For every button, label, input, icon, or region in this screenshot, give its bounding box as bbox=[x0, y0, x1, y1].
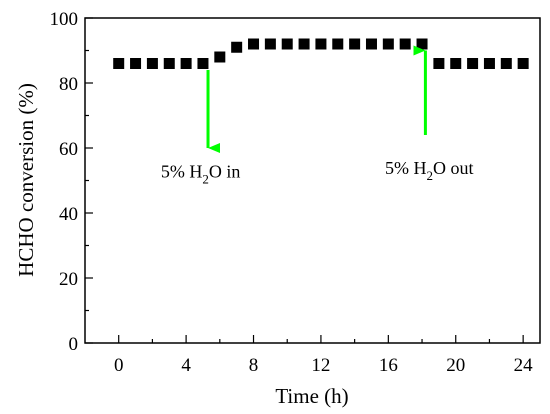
x-axis-title: Time (h) bbox=[275, 384, 348, 408]
data-point bbox=[180, 58, 192, 69]
data-point bbox=[332, 38, 344, 50]
data-point bbox=[433, 58, 445, 69]
data-point bbox=[130, 58, 142, 69]
data-points bbox=[113, 38, 529, 69]
data-point bbox=[349, 38, 361, 50]
y-tick-label: 20 bbox=[59, 269, 78, 290]
y-tick-label: 40 bbox=[59, 204, 78, 225]
data-point bbox=[281, 38, 293, 50]
data-point bbox=[365, 38, 377, 50]
data-point bbox=[399, 38, 411, 50]
x-tick-labels: 0 4 8 12 16 20 24 bbox=[114, 355, 533, 376]
data-point bbox=[214, 51, 226, 63]
data-point bbox=[298, 38, 310, 50]
x-tick-label: 20 bbox=[446, 355, 465, 376]
y-tick-label: 60 bbox=[59, 139, 78, 160]
x-tick-label: 0 bbox=[114, 355, 124, 376]
data-point bbox=[231, 41, 243, 53]
x-tick-label: 24 bbox=[514, 355, 534, 376]
x-tick-label: 12 bbox=[311, 355, 330, 376]
data-point bbox=[197, 58, 209, 69]
annotations: 5% H2O in 5% H2O out bbox=[161, 45, 474, 186]
x-tick-label: 8 bbox=[249, 355, 259, 376]
y-tick-label: 80 bbox=[59, 74, 78, 95]
tick-group bbox=[85, 17, 524, 344]
data-point bbox=[163, 58, 175, 69]
y-tick-label: 0 bbox=[69, 334, 79, 355]
annotation-label: 5% H2O in bbox=[161, 161, 241, 186]
x-tick-label: 4 bbox=[181, 355, 191, 376]
y-tick-labels: 0 20 40 60 80 100 bbox=[50, 9, 79, 355]
data-point bbox=[500, 58, 512, 69]
x-tick-label: 16 bbox=[379, 355, 398, 376]
data-point bbox=[416, 38, 428, 50]
data-point bbox=[146, 58, 158, 69]
data-point bbox=[517, 58, 529, 69]
data-point bbox=[382, 38, 394, 50]
data-point bbox=[113, 58, 125, 69]
y-tick-label: 100 bbox=[50, 9, 79, 30]
data-point bbox=[483, 58, 495, 69]
data-point bbox=[450, 58, 462, 69]
y-axis-title: HCHO conversion (%) bbox=[14, 83, 38, 277]
data-point bbox=[315, 38, 327, 50]
data-point bbox=[264, 38, 276, 50]
annotation-label: 5% H2O out bbox=[385, 158, 474, 183]
data-point bbox=[248, 38, 260, 50]
data-point bbox=[467, 58, 479, 69]
